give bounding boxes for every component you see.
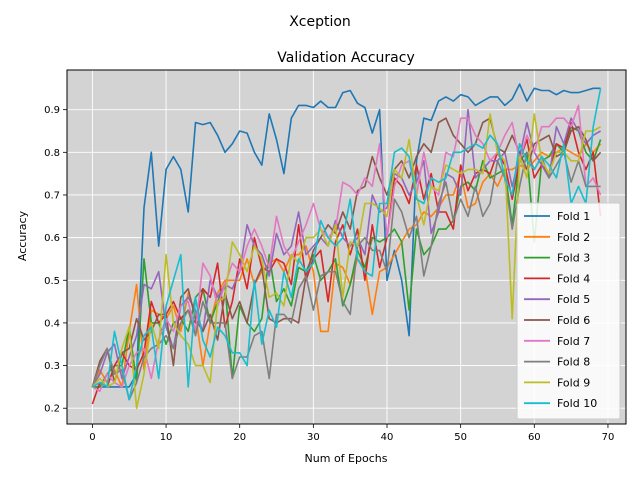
series-line-fold-1 [92,83,601,388]
figure-suptitle: Xception [289,14,351,30]
legend-label: Fold 1 [557,210,590,223]
x-tick-label: 10 [160,432,173,443]
y-tick-label: 0.6 [44,233,60,244]
x-tick-label: 50 [454,432,467,443]
series-line-fold-10 [91,88,602,401]
y-tick-label: 0.9 [44,105,60,116]
legend: Fold 1 Fold 2 Fold 3 Fold 4 Fold 5 Fold 6 Fold… [516,202,621,420]
legend-label: Fold 8 [557,356,590,369]
y-tick-label: 0.3 [44,361,60,372]
series-line-fold-8 [91,151,601,401]
plot-frame [66,69,627,425]
legend-label: Fold 5 [557,293,590,306]
x-tick-label: 30 [307,432,320,443]
series-line-fold-4 [91,121,602,405]
y-tick-label: 0.5 [44,276,60,287]
y-tick-label: 0.7 [44,190,60,201]
x-tick-label: 40 [381,432,394,443]
legend-label: Fold 7 [557,335,590,348]
series-line-fold-9 [91,113,602,410]
y-axis-label: Accuracy [16,210,29,261]
legend-label: Fold 10 [557,397,597,410]
x-tick-label: 70 [602,432,615,443]
y-tick-label: 0.2 [44,404,60,415]
legend-label: Fold 6 [557,314,590,327]
x-tick-label: 60 [528,432,541,443]
x-tick-label: 0 [89,432,95,443]
series-lines [91,83,602,410]
legend-label: Fold 9 [557,376,590,389]
y-tick-label: 0.8 [44,148,60,159]
series-line-fold-7 [91,104,602,393]
chart-title: Validation Accuracy [277,50,415,66]
x-axis: 0 10 20 30 40 50 60 70 [89,424,614,443]
y-tick-label: 0.4 [44,318,60,329]
x-tick-label: 20 [233,432,246,443]
y-axis: 0.2 0.3 0.4 0.5 0.6 0.7 0.8 0.9 [44,105,67,415]
legend-label: Fold 4 [557,272,590,285]
legend-label: Fold 2 [557,231,590,244]
x-axis-label: Num of Epochs [305,452,388,465]
legend-label: Fold 3 [557,252,590,265]
